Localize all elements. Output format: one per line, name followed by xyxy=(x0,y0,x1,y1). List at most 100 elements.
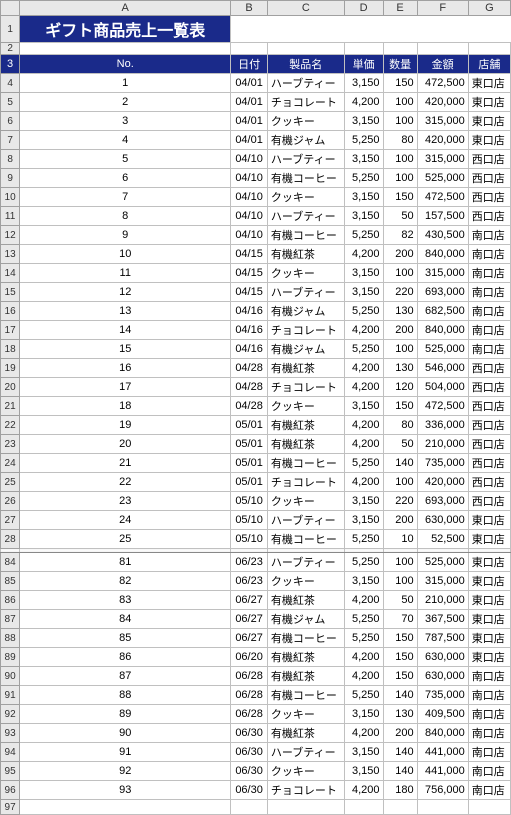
data-cell[interactable]: 86 xyxy=(20,648,231,667)
data-cell[interactable]: 20 xyxy=(20,435,231,454)
data-cell[interactable]: チョコレート xyxy=(267,781,344,800)
data-cell[interactable]: 有機ジャム xyxy=(267,302,344,321)
empty-cell[interactable] xyxy=(20,800,231,815)
data-cell[interactable]: 19 xyxy=(20,416,231,435)
data-cell[interactable]: 有機コーヒー xyxy=(267,629,344,648)
data-cell[interactable]: クッキー xyxy=(267,264,344,283)
data-cell[interactable]: 5,250 xyxy=(344,610,383,629)
data-cell[interactable]: 3,150 xyxy=(344,150,383,169)
data-cell[interactable]: 630,000 xyxy=(417,648,468,667)
data-cell[interactable]: 82 xyxy=(20,572,231,591)
data-cell[interactable]: 3,150 xyxy=(344,397,383,416)
row-header-24[interactable]: 24 xyxy=(1,454,20,473)
data-cell[interactable]: 04/01 xyxy=(231,93,268,112)
data-cell[interactable]: 有機紅茶 xyxy=(267,724,344,743)
data-cell[interactable]: 南口店 xyxy=(468,226,510,245)
row-header-90[interactable]: 90 xyxy=(1,667,20,686)
data-cell[interactable]: 525,000 xyxy=(417,553,468,572)
data-cell[interactable]: 06/30 xyxy=(231,781,268,800)
data-cell[interactable]: 4,200 xyxy=(344,648,383,667)
data-cell[interactable]: 5,250 xyxy=(344,226,383,245)
data-cell[interactable]: 東口店 xyxy=(468,610,510,629)
data-cell[interactable]: 西口店 xyxy=(468,435,510,454)
data-cell[interactable]: 525,000 xyxy=(417,169,468,188)
data-cell[interactable]: 4,200 xyxy=(344,245,383,264)
data-cell[interactable]: 81 xyxy=(20,553,231,572)
row-header-92[interactable]: 92 xyxy=(1,705,20,724)
data-cell[interactable]: 130 xyxy=(383,705,417,724)
data-cell[interactable]: 有機紅茶 xyxy=(267,359,344,378)
col-header-B[interactable]: B xyxy=(231,1,268,16)
data-cell[interactable]: 04/01 xyxy=(231,112,268,131)
data-cell[interactable]: チョコレート xyxy=(267,321,344,340)
data-cell[interactable]: 682,500 xyxy=(417,302,468,321)
data-cell[interactable]: 南口店 xyxy=(468,705,510,724)
data-cell[interactable]: 05/01 xyxy=(231,435,268,454)
data-cell[interactable]: 441,000 xyxy=(417,762,468,781)
data-cell[interactable]: 西口店 xyxy=(468,397,510,416)
data-cell[interactable]: 472,500 xyxy=(417,188,468,207)
data-cell[interactable]: 西口店 xyxy=(468,359,510,378)
data-cell[interactable]: 13 xyxy=(20,302,231,321)
row-header-7[interactable]: 7 xyxy=(1,131,20,150)
data-cell[interactable]: 22 xyxy=(20,473,231,492)
data-cell[interactable]: 西口店 xyxy=(468,188,510,207)
data-cell[interactable]: 06/30 xyxy=(231,724,268,743)
data-cell[interactable]: 220 xyxy=(383,283,417,302)
data-cell[interactable]: ハーブティー xyxy=(267,553,344,572)
data-cell[interactable]: 420,000 xyxy=(417,473,468,492)
col-header-D[interactable]: D xyxy=(344,1,383,16)
data-cell[interactable]: 西口店 xyxy=(468,492,510,511)
row-header-8[interactable]: 8 xyxy=(1,150,20,169)
row-header-23[interactable]: 23 xyxy=(1,435,20,454)
data-cell[interactable]: 100 xyxy=(383,93,417,112)
data-cell[interactable]: 88 xyxy=(20,686,231,705)
data-cell[interactable]: 630,000 xyxy=(417,667,468,686)
data-cell[interactable]: 367,500 xyxy=(417,610,468,629)
row-header-11[interactable]: 11 xyxy=(1,207,20,226)
data-cell[interactable]: 南口店 xyxy=(468,743,510,762)
data-cell[interactable]: 西口店 xyxy=(468,150,510,169)
data-cell[interactable]: 06/30 xyxy=(231,762,268,781)
data-cell[interactable]: クッキー xyxy=(267,492,344,511)
data-cell[interactable]: 南口店 xyxy=(468,686,510,705)
data-cell[interactable]: 5,250 xyxy=(344,131,383,150)
data-cell[interactable]: 200 xyxy=(383,724,417,743)
data-cell[interactable]: 100 xyxy=(383,553,417,572)
data-cell[interactable]: 南口店 xyxy=(468,667,510,686)
data-cell[interactable]: 3,150 xyxy=(344,743,383,762)
data-cell[interactable]: クッキー xyxy=(267,112,344,131)
data-cell[interactable]: 87 xyxy=(20,667,231,686)
data-cell[interactable]: 東口店 xyxy=(468,511,510,530)
data-cell[interactable]: 3,150 xyxy=(344,112,383,131)
row-header-17[interactable]: 17 xyxy=(1,321,20,340)
data-cell[interactable]: 11 xyxy=(20,264,231,283)
data-cell[interactable]: 200 xyxy=(383,511,417,530)
data-cell[interactable]: 693,000 xyxy=(417,492,468,511)
row-header-5[interactable]: 5 xyxy=(1,93,20,112)
row-header-28[interactable]: 28 xyxy=(1,530,20,549)
data-cell[interactable]: 3,150 xyxy=(344,762,383,781)
row-header-14[interactable]: 14 xyxy=(1,264,20,283)
data-cell[interactable]: 24 xyxy=(20,511,231,530)
data-cell[interactable]: 140 xyxy=(383,762,417,781)
data-cell[interactable]: 04/28 xyxy=(231,378,268,397)
data-cell[interactable]: 5,250 xyxy=(344,340,383,359)
data-cell[interactable]: 東口店 xyxy=(468,572,510,591)
data-cell[interactable]: 3,150 xyxy=(344,283,383,302)
data-cell[interactable]: 2 xyxy=(20,93,231,112)
data-cell[interactable]: 06/23 xyxy=(231,553,268,572)
data-cell[interactable]: 有機紅茶 xyxy=(267,245,344,264)
data-cell[interactable]: 05/01 xyxy=(231,416,268,435)
data-cell[interactable]: 5 xyxy=(20,150,231,169)
row-header-93[interactable]: 93 xyxy=(1,724,20,743)
data-cell[interactable]: 西口店 xyxy=(468,378,510,397)
data-cell[interactable]: 有機紅茶 xyxy=(267,435,344,454)
data-cell[interactable]: 有機紅茶 xyxy=(267,667,344,686)
row-header-27[interactable]: 27 xyxy=(1,511,20,530)
data-cell[interactable]: 52,500 xyxy=(417,530,468,549)
data-cell[interactable]: 525,000 xyxy=(417,340,468,359)
data-cell[interactable]: 6 xyxy=(20,169,231,188)
data-cell[interactable]: 3,150 xyxy=(344,207,383,226)
data-cell[interactable]: 西口店 xyxy=(468,207,510,226)
